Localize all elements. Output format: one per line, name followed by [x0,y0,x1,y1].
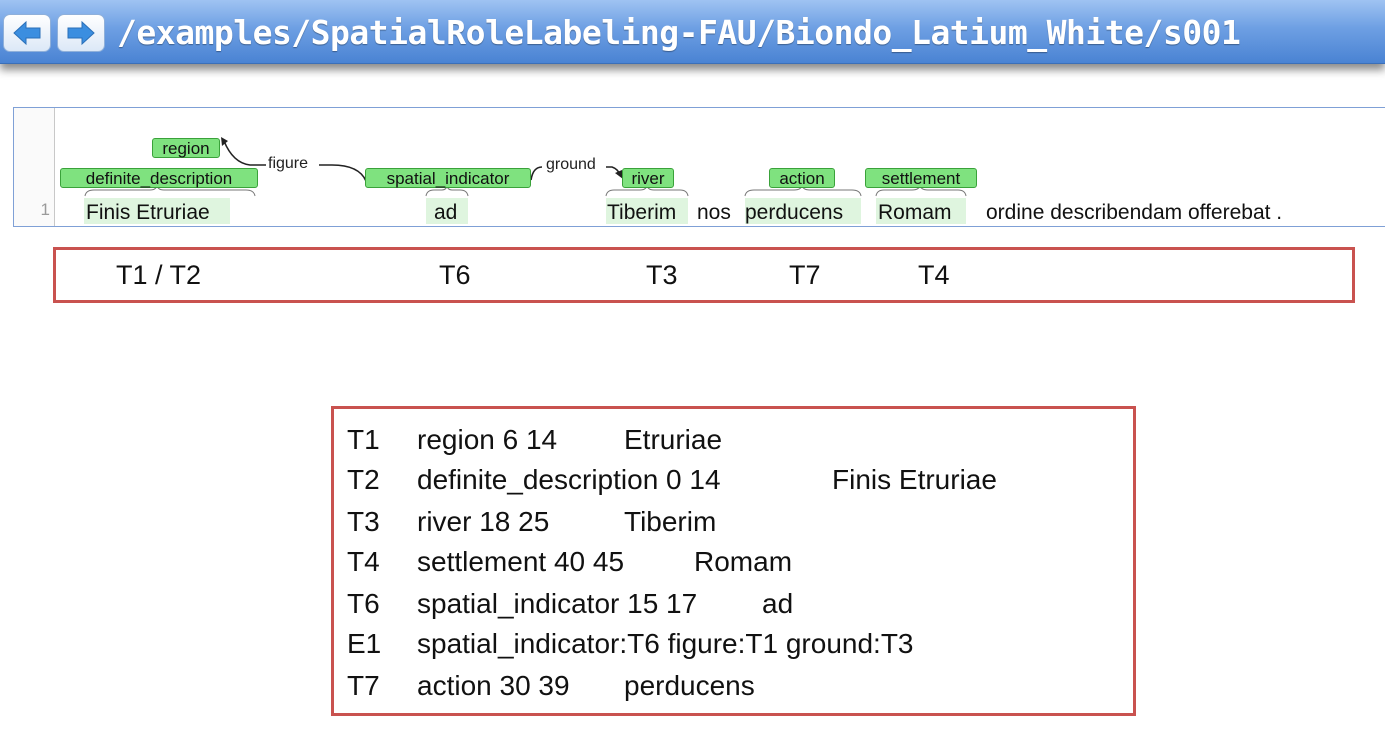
annotation-text: Etruriae [624,424,723,455]
id-t6: T6 [439,260,471,290]
token-perducens[interactable]: perducens [745,201,844,224]
annotation-spec: river 18 25 [417,506,550,537]
span-label-settlement[interactable]: settlement [865,168,977,188]
token-highlight [876,198,966,224]
annotation-text: Romam [694,546,793,577]
span-label-region[interactable]: region [152,138,220,158]
standoff-annotation-box: T1 region 6 14 Etruriae T2 definite_desc… [331,406,1136,716]
token-tiberim[interactable]: Tiberim [607,201,677,224]
line-gutter: 1 [14,108,55,226]
annotation-text: Finis Etruriae [832,464,997,495]
id-t1-t2: T1 / T2 [116,260,202,290]
annotation-id: T1 [347,424,380,455]
arc-label-ground[interactable]: ground [545,156,597,174]
span-label-action[interactable]: action [769,168,835,188]
annotation-text: ad [762,588,794,619]
annotation-id: T7 [347,670,380,701]
token-rest[interactable]: ordine describendam offerebat . [986,201,1283,224]
id-t3: T3 [646,260,678,290]
annotation-spec: spatial_indicator 15 17 [417,588,698,619]
token-highlight [745,198,861,224]
span-label-spatial-indicator[interactable]: spatial_indicator [365,168,531,188]
annotation-id: T3 [347,506,380,537]
arc-label-figure[interactable]: figure [267,155,310,173]
line-number: 1 [40,200,50,219]
token-highlight [426,198,468,224]
span-label-river[interactable]: river [622,168,674,188]
id-t7: T7 [789,260,821,290]
forward-button[interactable] [57,14,105,52]
annotation-spec: spatial_indicator:T6 figure:T1 ground:T3 [417,628,914,659]
annotation-spec: settlement 40 45 [417,546,625,577]
annotation-id: T6 [347,588,380,619]
entity-id-box: T1 / T2 T6 T3 T7 T4 [53,247,1355,303]
top-navigation-bar: /examples/SpatialRoleLabeling-FAU/Biondo… [0,0,1385,64]
annotation-spec: definite_description 0 14 [417,464,721,495]
document-path[interactable]: /examples/SpatialRoleLabeling-FAU/Biondo… [117,13,1241,52]
span-label-definite-description[interactable]: definite_description [60,168,258,188]
token-highlight [606,198,688,224]
annotation-text: perducens [624,670,755,701]
annotation-text: Tiberim [624,506,717,537]
id-t4: T4 [918,260,950,290]
annotation-id: T2 [347,464,380,495]
token-nos[interactable]: nos [697,201,731,224]
annotation-spec: action 30 39 [417,670,570,701]
annotation-visualization: 1 region definite_description spatial_in… [13,107,1385,227]
annotation-id: E1 [347,628,382,659]
token-ad[interactable]: ad [434,201,458,224]
token-finis-etruriae[interactable]: Finis Etruriae [86,201,210,224]
token-highlight [84,198,230,224]
token-romam[interactable]: Romam [878,201,952,224]
annotation-spec: region 6 14 [417,424,558,455]
annotation-id: T4 [347,546,380,577]
back-button[interactable] [3,14,51,52]
